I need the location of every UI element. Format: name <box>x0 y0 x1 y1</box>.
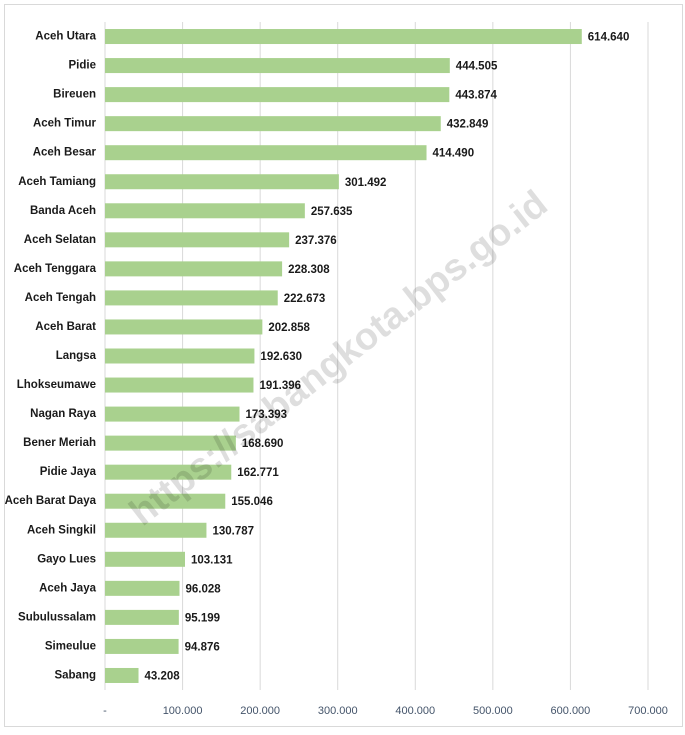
data-label: 173.393 <box>246 409 288 421</box>
y-tick-label: Langsa <box>56 350 97 362</box>
y-tick-label: Sabang <box>54 670 96 682</box>
bar <box>105 551 186 567</box>
data-label: 162.771 <box>237 467 279 479</box>
y-tick-label: Gayo Lues <box>37 553 96 565</box>
y-tick-label: Aceh Barat Daya <box>5 495 97 507</box>
y-tick-label: Aceh Tamiang <box>18 176 96 188</box>
y-tick-label: Nagan Raya <box>30 408 96 420</box>
bar <box>105 174 339 190</box>
x-tick-label: 700.000 <box>628 705 668 717</box>
bar <box>105 29 582 45</box>
bar <box>105 319 263 335</box>
bar <box>105 522 207 538</box>
bar <box>105 435 236 451</box>
x-tick-label: 600.000 <box>551 705 591 717</box>
x-tick-label: 400.000 <box>395 705 435 717</box>
data-label: 95.199 <box>185 612 220 624</box>
x-tick-label: 500.000 <box>473 705 513 717</box>
y-tick-label: Subulussalam <box>18 611 96 623</box>
data-label: 222.673 <box>284 293 326 305</box>
bar <box>105 348 255 364</box>
bar <box>105 290 278 306</box>
bar <box>105 377 254 393</box>
data-label: 237.376 <box>295 235 337 247</box>
data-label: 432.849 <box>447 119 489 131</box>
y-tick-label: Lhokseumawe <box>17 379 96 391</box>
data-label: 301.492 <box>345 177 387 189</box>
y-tick-label: Aceh Tenggara <box>14 263 97 275</box>
x-tick-label: 300.000 <box>318 705 358 717</box>
data-label: 155.046 <box>231 496 273 508</box>
bar <box>105 116 441 132</box>
data-label: 192.630 <box>260 351 302 363</box>
x-tick-label: 100.000 <box>163 705 203 717</box>
bar <box>105 493 226 509</box>
y-tick-label: Bener Meriah <box>23 437 96 449</box>
data-label: 94.876 <box>185 641 220 653</box>
y-tick-label: Aceh Barat <box>35 321 96 333</box>
y-tick-label: Pidie Jaya <box>40 466 97 478</box>
data-label: 96.028 <box>185 583 221 595</box>
bar <box>105 232 290 248</box>
bar <box>105 406 240 422</box>
data-label: 168.690 <box>242 438 284 450</box>
bar <box>105 261 283 277</box>
data-label: 614.640 <box>588 32 630 44</box>
data-label: 191.396 <box>259 380 301 392</box>
bar <box>105 58 450 74</box>
data-label: 228.308 <box>288 264 330 276</box>
data-label: 202.858 <box>268 322 310 334</box>
data-label: 130.787 <box>212 525 254 537</box>
bar <box>105 667 139 683</box>
data-label: 103.131 <box>191 554 233 566</box>
bar <box>105 203 305 219</box>
data-label: 443.874 <box>455 90 497 102</box>
y-tick-label: Bireuen <box>53 89 96 101</box>
y-tick-label: Aceh Utara <box>35 31 96 43</box>
y-tick-label: Aceh Selatan <box>24 234 96 246</box>
bar <box>105 638 179 654</box>
y-tick-label: Simeulue <box>45 640 96 652</box>
x-tick-label: 200.000 <box>240 705 280 717</box>
y-tick-label: Aceh Jaya <box>39 582 97 594</box>
y-tick-label: Pidie <box>69 60 96 72</box>
bar <box>105 87 450 103</box>
x-tick-label: - <box>103 705 107 717</box>
y-tick-label: Banda Aceh <box>30 205 96 217</box>
bar <box>105 464 232 480</box>
bar <box>105 580 180 596</box>
data-label: 43.208 <box>145 671 181 683</box>
y-tick-label: Aceh Singkil <box>27 524 96 536</box>
data-label: 257.635 <box>311 206 353 218</box>
bar <box>105 609 179 625</box>
y-tick-label: Aceh Timur <box>33 118 97 130</box>
y-tick-label: Aceh Tengah <box>25 292 96 304</box>
bar <box>105 145 427 161</box>
data-label: 414.490 <box>433 148 475 160</box>
y-tick-label: Aceh Besar <box>33 147 97 159</box>
data-label: 444.505 <box>456 61 498 73</box>
